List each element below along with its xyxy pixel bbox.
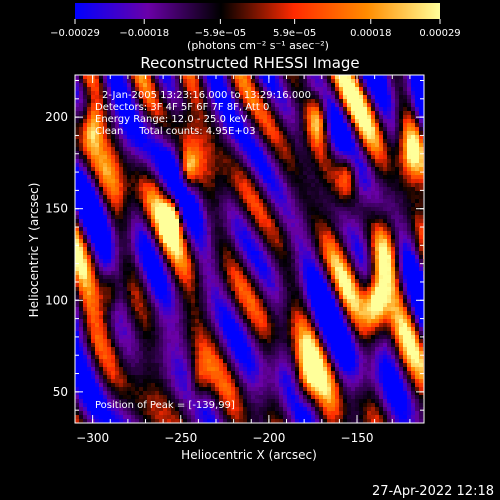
annotation-block: 2-Jan-2005 13:23:16.000 to 13:29:16.000 … <box>95 90 311 137</box>
y-tick-label: 100 <box>45 293 68 307</box>
colorbar-tick-label: 0.00029 <box>419 28 460 39</box>
y-tick-label: 200 <box>45 110 68 124</box>
colorbar: −0.00029 −0.00018 −5.9e−05 5.9e−05 0.00018 0.… <box>50 3 461 52</box>
footer-timestamp: 27-Apr-2022 12:18 <box>372 484 494 499</box>
x-tick-label: −200 <box>252 431 285 445</box>
chart-title: Reconstructed RHESSI Image <box>140 54 359 72</box>
x-axis: −300 −250 −200 −150 <box>76 75 411 445</box>
y-axis-label: Heliocentric Y (arcsec) <box>27 183 41 318</box>
colorbar-tick-label: −0.00029 <box>50 28 100 39</box>
peak-position-label: Position of Peak = [-139,99] <box>95 400 235 411</box>
colorbar-tick-label: −5.9e−05 <box>195 28 247 39</box>
y-tick-label: 50 <box>53 385 68 399</box>
heatmap-image <box>75 75 424 423</box>
colorbar-tick-label: 0.00018 <box>350 28 391 39</box>
colorbar-ticks: −0.00029 −0.00018 −5.9e−05 5.9e−05 0.00018 0.… <box>50 19 461 39</box>
colorbar-gradient <box>75 3 440 19</box>
colorbar-tick-label: −0.00018 <box>119 28 169 39</box>
x-tick-label: −300 <box>76 431 109 445</box>
annotation-total-counts: Clean Total counts: 4.95E+03 <box>95 126 255 137</box>
x-axis-label: Heliocentric X (arcsec) <box>181 448 317 462</box>
y-axis: 50 100 150 200 <box>45 79 424 411</box>
annotation-time-range: 2-Jan-2005 13:23:16.000 to 13:29:16.000 <box>102 90 311 101</box>
colorbar-unit-label: (photons cm⁻² s⁻¹ asec⁻²) <box>187 39 329 52</box>
plot-frame <box>74 74 425 424</box>
annotation-energy-range: Energy Range: 12.0 - 25.0 keV <box>95 114 248 125</box>
x-tick-label: −250 <box>164 431 197 445</box>
y-tick-label: 150 <box>45 202 68 216</box>
x-tick-label: −150 <box>341 431 374 445</box>
annotation-detectors: Detectors: 3F 4F 5F 6F 7F 8F, Att 0 <box>95 102 269 113</box>
colorbar-tick-label: 5.9e−05 <box>273 28 316 39</box>
